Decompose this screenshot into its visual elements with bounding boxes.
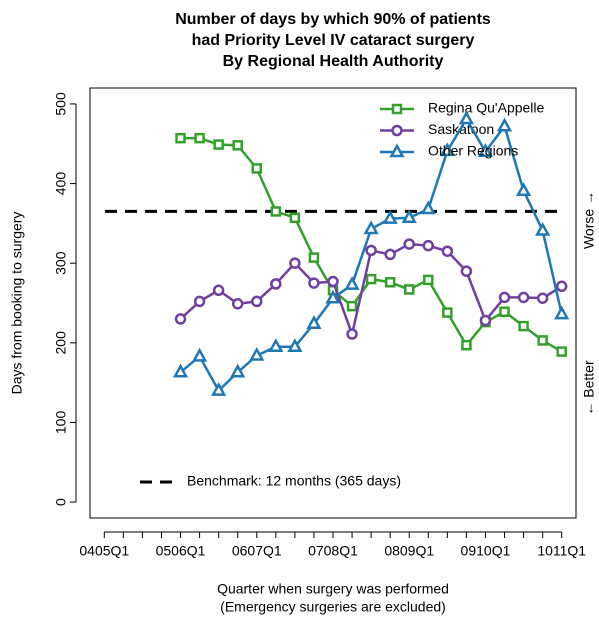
chart-title: By Regional Health Authority <box>223 53 444 70</box>
data-point <box>231 298 244 310</box>
y-tick-label: 500 <box>53 92 69 116</box>
data-point <box>289 212 301 224</box>
y-tick-label: 0 <box>53 498 69 506</box>
data-point <box>346 300 358 312</box>
x-tick-label: 0708Q1 <box>308 543 358 559</box>
data-point <box>537 335 548 346</box>
data-point <box>555 280 568 293</box>
data-point <box>460 265 473 277</box>
data-point <box>441 245 454 257</box>
data-point <box>363 220 379 235</box>
data-point <box>536 292 549 304</box>
data-point <box>422 239 435 252</box>
data-point <box>479 314 492 327</box>
data-point <box>384 248 396 261</box>
data-point <box>477 143 494 157</box>
data-point <box>442 307 453 318</box>
data-point <box>270 278 282 290</box>
series-line <box>179 242 563 339</box>
data-point <box>423 274 434 286</box>
data-point <box>518 320 529 332</box>
data-point <box>287 338 303 353</box>
data-point <box>270 206 282 217</box>
data-point <box>420 200 436 215</box>
data-point <box>191 347 208 362</box>
y-axis-label: Days from booking to surgery <box>9 212 25 395</box>
chart-title: had Priority Level IV cataract surgery <box>192 32 475 49</box>
data-point <box>268 338 284 353</box>
data-point <box>308 252 320 263</box>
data-point <box>365 244 377 257</box>
y-tick-label: 200 <box>53 331 69 355</box>
data-point <box>174 313 187 325</box>
y-tick-label: 300 <box>53 251 69 275</box>
x-tick-label: 0405Q1 <box>79 543 129 559</box>
legend-label: Regina Qu'Appelle <box>428 100 545 116</box>
worse-label: Worse → <box>581 191 597 249</box>
data-point <box>194 132 205 144</box>
data-point <box>403 284 415 295</box>
legend-marker <box>389 143 405 158</box>
data-point <box>289 257 301 269</box>
data-point <box>306 315 322 329</box>
x-axis-label: Quarter when surgery was performed <box>217 581 449 597</box>
data-point <box>499 306 510 318</box>
data-point <box>175 132 186 144</box>
data-point <box>554 305 570 320</box>
data-point <box>308 277 320 289</box>
plot-frame <box>89 87 577 519</box>
data-point <box>496 117 513 132</box>
data-point <box>346 328 358 340</box>
data-point <box>517 291 530 304</box>
data-point <box>515 182 532 196</box>
data-point <box>213 139 224 150</box>
x-tick-label: 0506Q1 <box>156 543 206 559</box>
data-point <box>382 209 398 224</box>
data-point <box>498 291 511 304</box>
x-tick-label: 0910Q1 <box>461 543 511 559</box>
data-point <box>193 295 206 308</box>
data-point <box>249 346 265 361</box>
better-label: ← Better <box>581 360 597 416</box>
legend-marker <box>391 124 403 137</box>
chart-title: Number of days by which 90% of patients <box>175 11 491 28</box>
data-point <box>230 363 246 378</box>
data-point <box>327 275 339 288</box>
legend-marker <box>391 103 403 115</box>
data-point <box>211 381 227 396</box>
data-point <box>403 238 415 250</box>
y-tick-label: 400 <box>53 172 69 196</box>
data-point <box>461 339 472 351</box>
data-point <box>172 363 189 378</box>
x-tick-label: 0607Q1 <box>232 543 282 559</box>
data-point <box>212 284 225 297</box>
data-point <box>556 346 567 357</box>
data-point <box>251 295 263 308</box>
x-axis-label: (Emergency surgeries are excluded) <box>220 599 446 615</box>
data-point <box>535 221 551 236</box>
data-point <box>365 273 377 285</box>
data-point <box>251 163 263 174</box>
benchmark-legend-label: Benchmark: 12 months (365 days) <box>187 473 401 489</box>
data-point <box>232 140 243 151</box>
data-point <box>401 209 417 224</box>
y-tick-label: 100 <box>53 411 69 435</box>
data-point <box>325 289 341 304</box>
data-point <box>384 277 396 288</box>
data-point <box>344 276 360 290</box>
data-point <box>458 110 475 125</box>
data-point <box>439 142 455 157</box>
x-tick-label: 0809Q1 <box>384 543 434 559</box>
legend-label: Other Regions <box>428 143 518 159</box>
x-tick-label: 1011Q1 <box>537 543 586 559</box>
